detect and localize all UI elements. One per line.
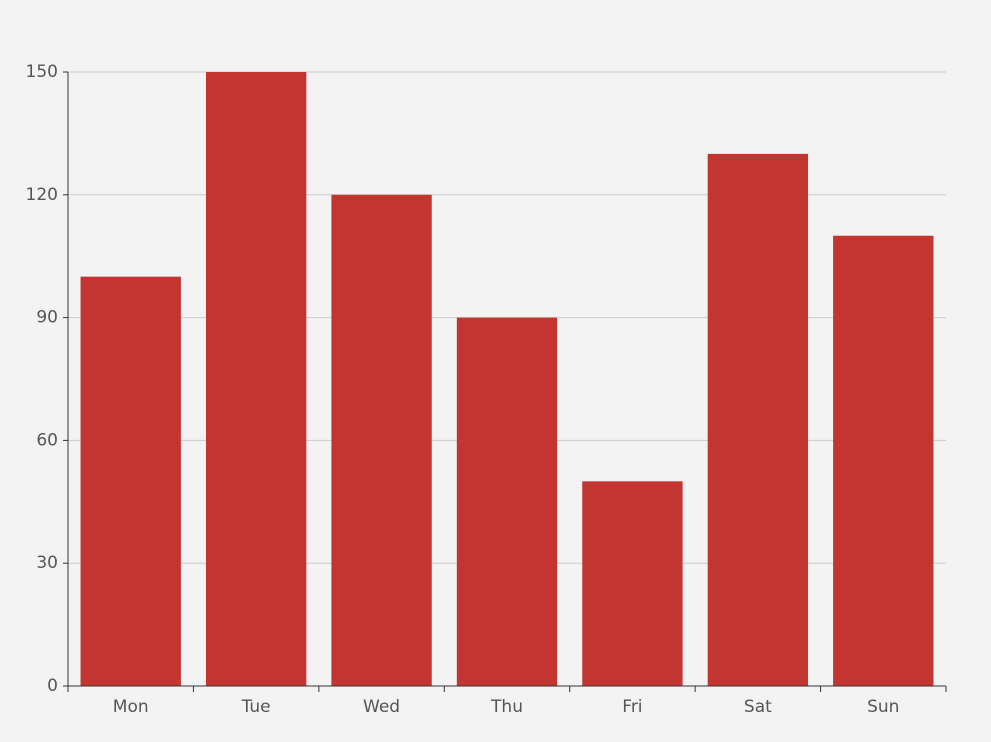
bar [331,194,432,687]
x-tick-label: Mon [113,697,149,717]
x-tick-label: Tue [241,697,271,717]
bar [582,481,683,686]
y-tick-label: 120 [26,185,58,205]
x-tick-label: Fri [622,697,642,717]
bar [80,276,181,686]
x-tick-label: Sun [867,697,899,717]
y-tick-label: 30 [36,553,58,573]
bar [456,317,558,686]
y-tick-label: 90 [36,308,58,328]
x-tick-label: Sat [744,697,772,717]
bar [205,72,307,686]
x-tick-label: Wed [363,697,400,717]
y-tick-label: 60 [36,430,58,450]
bar [833,235,934,686]
y-tick-label: 0 [47,676,58,696]
x-tick-label: Thu [490,697,523,717]
bar [707,153,809,686]
y-tick-label: 150 [26,62,58,82]
